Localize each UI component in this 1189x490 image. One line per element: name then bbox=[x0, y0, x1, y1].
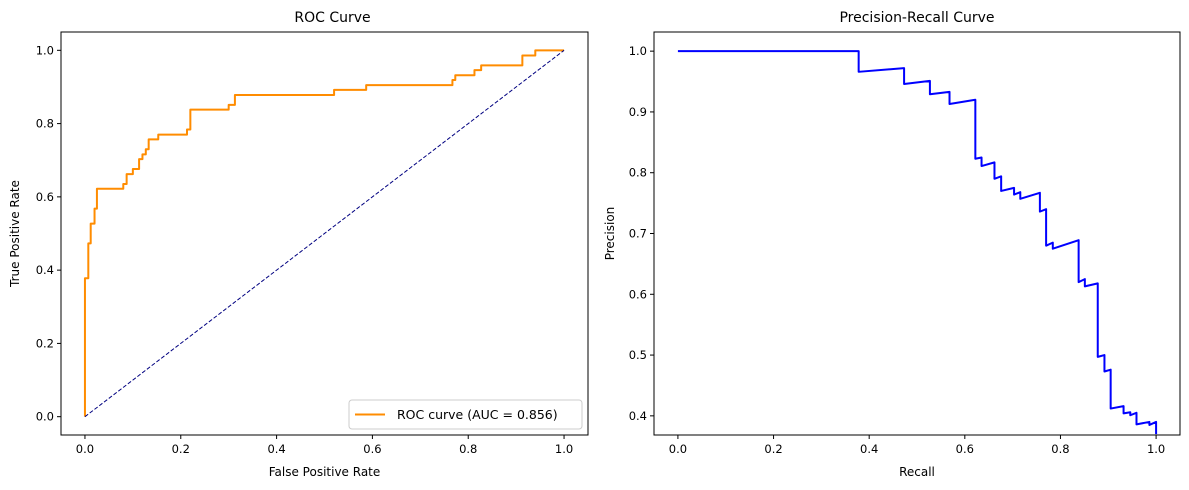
roc-y-axis-label: True Positive Rate bbox=[8, 180, 22, 288]
pr-x-tick-label: 0.8 bbox=[1051, 442, 1069, 456]
roc-title: ROC Curve bbox=[294, 10, 370, 26]
roc-legend: ROC curve (AUC = 0.856) bbox=[348, 399, 583, 430]
pr-ticks: 0.0 0.2 0.4 0.6 0.8 1.0 0.4 0.5 0.6 0.7 0.8 0.9 1.0 bbox=[629, 44, 1166, 456]
roc-x-tick-label: 0.2 bbox=[172, 442, 190, 456]
pr-y-tick-label: 0.7 bbox=[629, 227, 647, 241]
roc-y-tick-label: 0.0 bbox=[36, 410, 54, 424]
roc-x-tick-label: 0.8 bbox=[459, 442, 477, 456]
roc-x-tick-label: 0.4 bbox=[267, 442, 285, 456]
pr-y-tick-label: 0.5 bbox=[629, 348, 647, 362]
roc-x-tick-label: 0.6 bbox=[363, 442, 381, 456]
roc-x-tick-label: 1.0 bbox=[555, 442, 573, 456]
roc-plot-area bbox=[83, 49, 565, 418]
roc-series-line-0 bbox=[83, 49, 565, 417]
roc-ticks: 0.0 0.2 0.4 0.6 0.8 1.0 0.0 0.2 0.4 0.6 0.8 1.0 bbox=[36, 43, 573, 456]
roc-legend-box bbox=[348, 399, 583, 430]
pr-x-tick-label: 0.0 bbox=[669, 442, 687, 456]
pr-y-tick-label: 1.0 bbox=[629, 44, 647, 58]
pr-plot-area bbox=[677, 50, 1158, 435]
roc-y-tick-label: 0.8 bbox=[36, 117, 54, 131]
roc-x-axis-label: False Positive Rate bbox=[269, 465, 381, 479]
pr-x-tick-label: 1.0 bbox=[1147, 442, 1165, 456]
roc-legend-label: ROC curve (AUC = 0.856) bbox=[397, 407, 558, 422]
pr-chart: Precision-Recall Curve 0.0 0.2 0.4 0.6 0.8 1.… bbox=[603, 10, 1181, 479]
roc-y-tick-label: 0.6 bbox=[36, 190, 54, 204]
pr-x-tick-label: 0.6 bbox=[956, 442, 974, 456]
pr-x-axis-label: Recall bbox=[899, 465, 935, 479]
pr-series-line-0 bbox=[677, 50, 1158, 435]
pr-x-tick-label: 0.2 bbox=[764, 442, 782, 456]
roc-axes-frame bbox=[60, 31, 589, 436]
pr-x-tick-label: 0.4 bbox=[860, 442, 878, 456]
roc-y-tick-label: 1.0 bbox=[36, 43, 54, 57]
roc-chart: ROC Curve 0.0 0.2 0.4 0.6 0.8 1.0 0.0 0.2 0.4 0.6… bbox=[8, 10, 589, 479]
pr-y-axis-label: Precision bbox=[603, 207, 617, 261]
pr-y-tick-label: 0.9 bbox=[629, 105, 647, 119]
pr-y-tick-label: 0.4 bbox=[629, 409, 647, 423]
roc-x-tick-label: 0.0 bbox=[76, 442, 94, 456]
pr-y-tick-label: 0.6 bbox=[629, 287, 647, 301]
roc-series-line-1 bbox=[84, 49, 565, 418]
pr-y-tick-label: 0.8 bbox=[629, 166, 647, 180]
roc-y-tick-label: 0.2 bbox=[36, 336, 54, 350]
roc-y-tick-label: 0.4 bbox=[36, 263, 54, 277]
pr-title: Precision-Recall Curve bbox=[839, 10, 994, 26]
